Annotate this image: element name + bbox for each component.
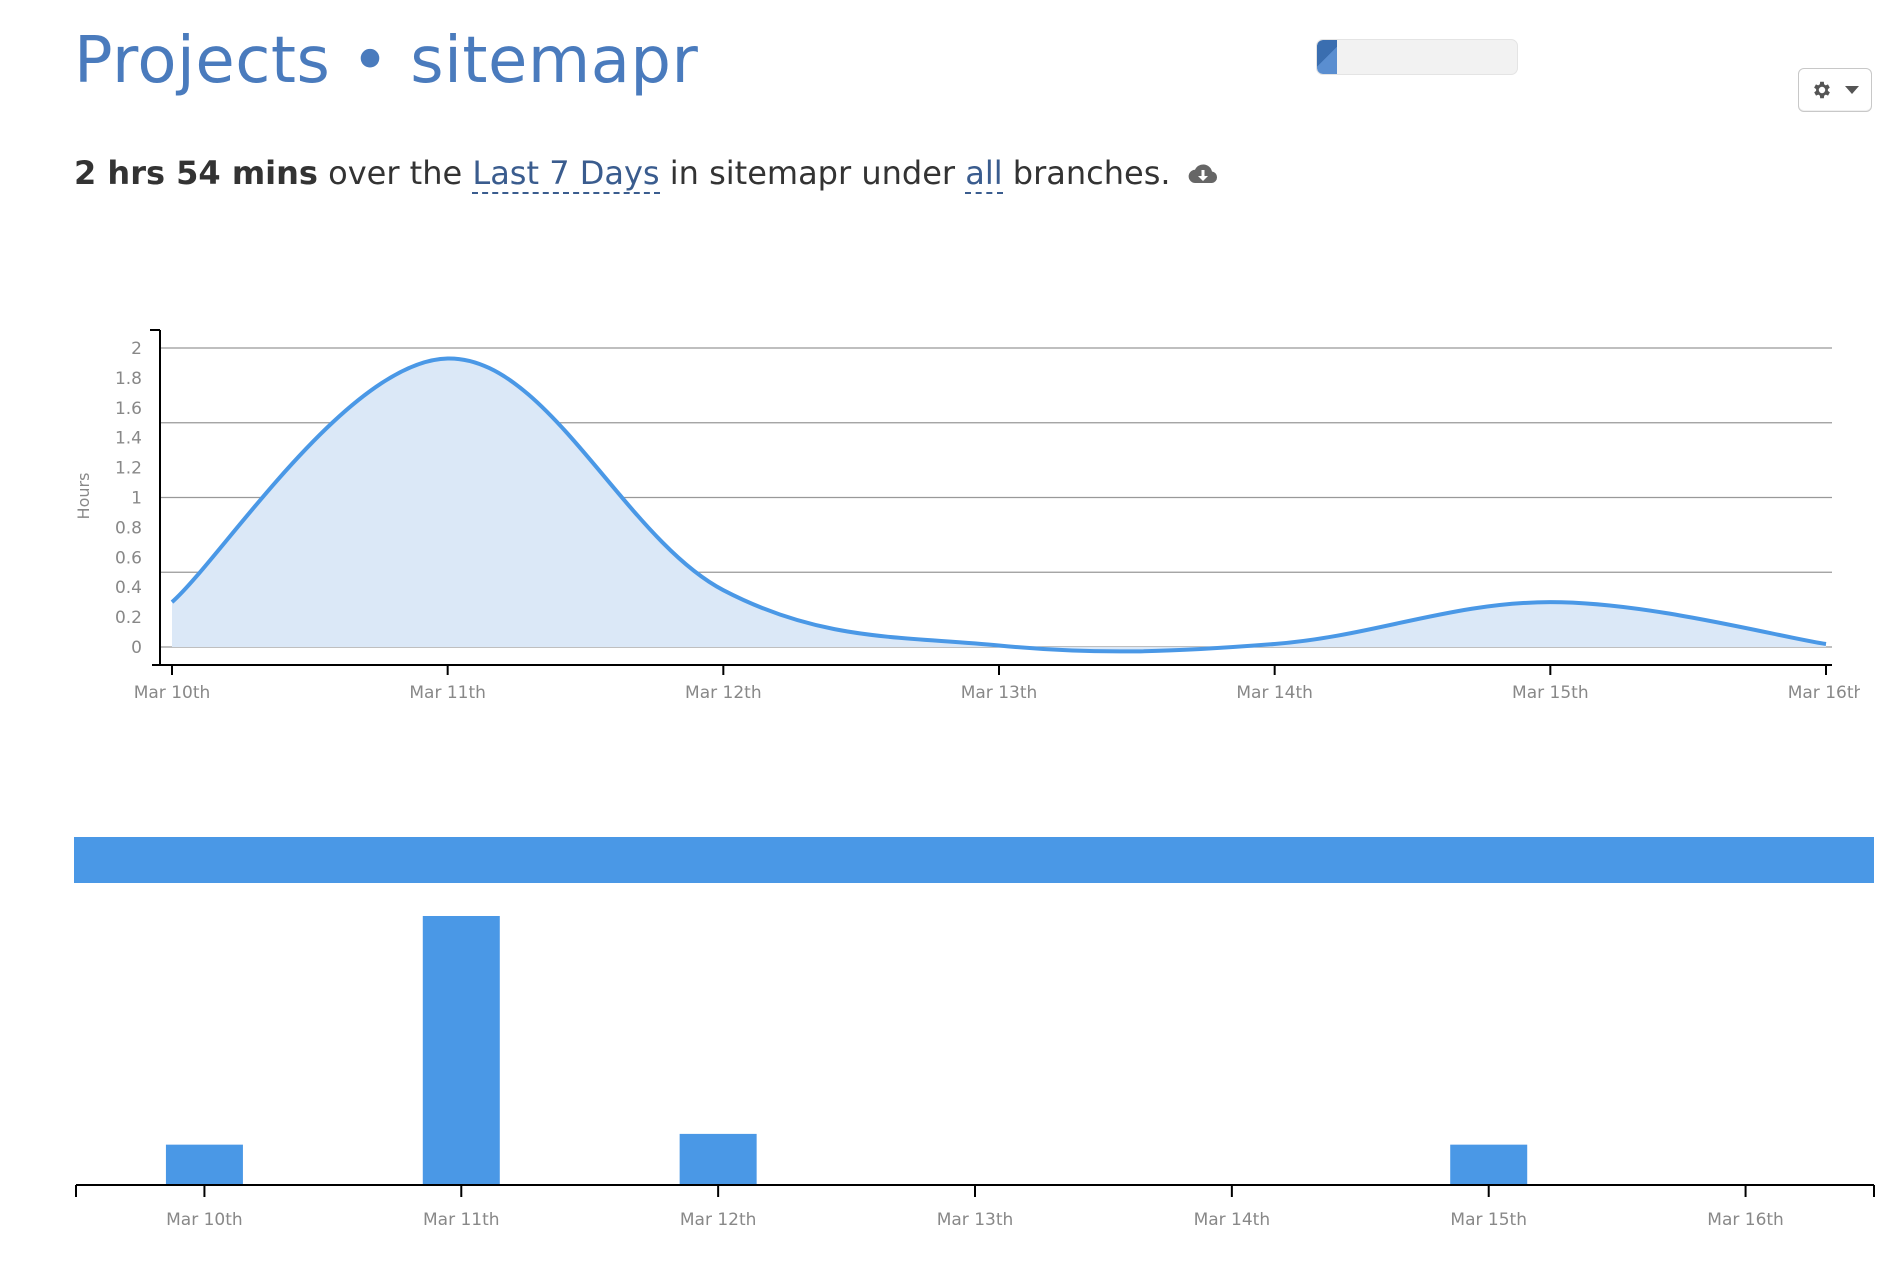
x-tick-label: Mar 11th xyxy=(423,1210,500,1230)
y-tick-label: 0.2 xyxy=(115,608,142,628)
y-tick-label: 0.4 xyxy=(115,578,142,598)
summary-line: 2 hrs 54 mins over the Last 7 Days in si… xyxy=(74,154,1219,194)
x-tick-label: Mar 13th xyxy=(961,683,1038,703)
projects-link[interactable]: Projects xyxy=(74,24,331,98)
x-tick-label: Mar 14th xyxy=(1236,683,1313,703)
progress-fill xyxy=(1317,40,1337,74)
total-time: 2 hrs 54 mins xyxy=(74,154,318,192)
caret-down-icon xyxy=(1845,86,1859,94)
daily-bar-chart: Mar 10th Mar 11th Mar 12th Mar 13th Mar 14th… xyxy=(75,916,1875,1230)
y-tick-label: 0 xyxy=(131,638,142,658)
y-tick-label: 1 xyxy=(131,489,142,509)
project-name: sitemapr xyxy=(410,24,699,98)
title-separator: • xyxy=(351,24,390,98)
bar[interactable] xyxy=(1450,1144,1528,1185)
x-tick-label: Mar 15th xyxy=(1512,683,1589,703)
branch-link[interactable]: all xyxy=(965,154,1003,194)
project-banner xyxy=(74,837,1874,883)
x-tick-label: Mar 16th xyxy=(1788,683,1860,703)
gear-icon xyxy=(1814,81,1830,99)
y-tick-label: 1.8 xyxy=(115,369,142,389)
series-line xyxy=(170,356,1827,654)
area-fill xyxy=(172,358,1826,652)
date-range-link[interactable]: Last 7 Days xyxy=(472,154,660,194)
x-tick-label: Mar 13th xyxy=(937,1210,1014,1230)
y-tick-labels: 0 0.2 0.4 0.6 0.8 1 1.2 1.4 1.6 1.8 2 xyxy=(115,339,142,658)
y-tick-label: 2 xyxy=(131,339,142,359)
x-tick-label: Mar 11th xyxy=(409,683,486,703)
bars xyxy=(165,916,1528,1185)
y-tick-label: 1.4 xyxy=(115,429,142,449)
summary-text-over: over the xyxy=(328,154,463,192)
x-tick-label: Mar 16th xyxy=(1707,1210,1784,1230)
x-tick-label: Mar 12th xyxy=(685,683,762,703)
x-tick-label: Mar 12th xyxy=(680,1210,757,1230)
summary-text-end: branches. xyxy=(1012,154,1171,192)
summary-text-in: in sitemapr under xyxy=(669,154,956,192)
bar-x-tick-labels: Mar 10th Mar 11th Mar 12th Mar 13th Mar 14th… xyxy=(75,1185,1875,1230)
x-tick-labels: Mar 10th Mar 11th Mar 12th Mar 13th Mar 14th… xyxy=(134,665,1860,703)
hours-area-chart: 00.20.40.60.811.21.41.61.82 Mar 10th Mar … xyxy=(74,329,1860,703)
bar[interactable] xyxy=(422,916,500,1185)
y-tick-label: 1.2 xyxy=(115,459,142,479)
x-tick-label: Mar 10th xyxy=(166,1210,243,1230)
y-tick-label: 1.6 xyxy=(115,399,142,419)
y-tick-label: 0.6 xyxy=(115,548,142,568)
y-axis-label: Hours xyxy=(74,473,93,520)
x-tick-label: Mar 10th xyxy=(134,683,211,703)
x-tick-label: Mar 15th xyxy=(1450,1210,1527,1230)
page-title: Projects • sitemapr xyxy=(74,24,698,98)
progress-bar xyxy=(1316,39,1518,75)
bar[interactable] xyxy=(165,1144,243,1185)
x-tick-label: Mar 14th xyxy=(1194,1210,1271,1230)
bar[interactable] xyxy=(679,1133,757,1185)
settings-dropdown-button[interactable] xyxy=(1798,68,1872,112)
cloud-download-icon[interactable] xyxy=(1187,156,1219,194)
y-tick-label: 0.8 xyxy=(115,518,142,538)
